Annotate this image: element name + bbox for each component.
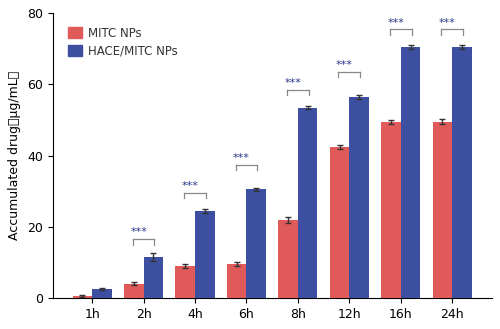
- Bar: [381, 122, 400, 298]
- Y-axis label: Accumulated drug（μg/mL）: Accumulated drug（μg/mL）: [8, 71, 22, 240]
- Bar: [195, 211, 214, 298]
- Legend: MITC NPs, HACE/MITC NPs: MITC NPs, HACE/MITC NPs: [63, 22, 182, 62]
- Text: ***: ***: [233, 153, 250, 163]
- Bar: [176, 266, 195, 298]
- Bar: [144, 257, 163, 298]
- Bar: [72, 296, 92, 298]
- Bar: [330, 147, 349, 298]
- Text: ***: ***: [439, 17, 456, 28]
- Text: ***: ***: [182, 181, 198, 191]
- Bar: [452, 47, 471, 298]
- Text: ***: ***: [388, 17, 404, 28]
- Text: ***: ***: [284, 78, 302, 88]
- Bar: [400, 47, 420, 298]
- Bar: [432, 122, 452, 298]
- Bar: [124, 284, 144, 298]
- Bar: [227, 264, 246, 298]
- Text: ***: ***: [336, 60, 353, 70]
- Bar: [92, 289, 112, 298]
- Bar: [350, 97, 369, 298]
- Bar: [278, 220, 298, 298]
- Text: ***: ***: [130, 227, 147, 238]
- Bar: [246, 190, 266, 298]
- Bar: [298, 108, 318, 298]
